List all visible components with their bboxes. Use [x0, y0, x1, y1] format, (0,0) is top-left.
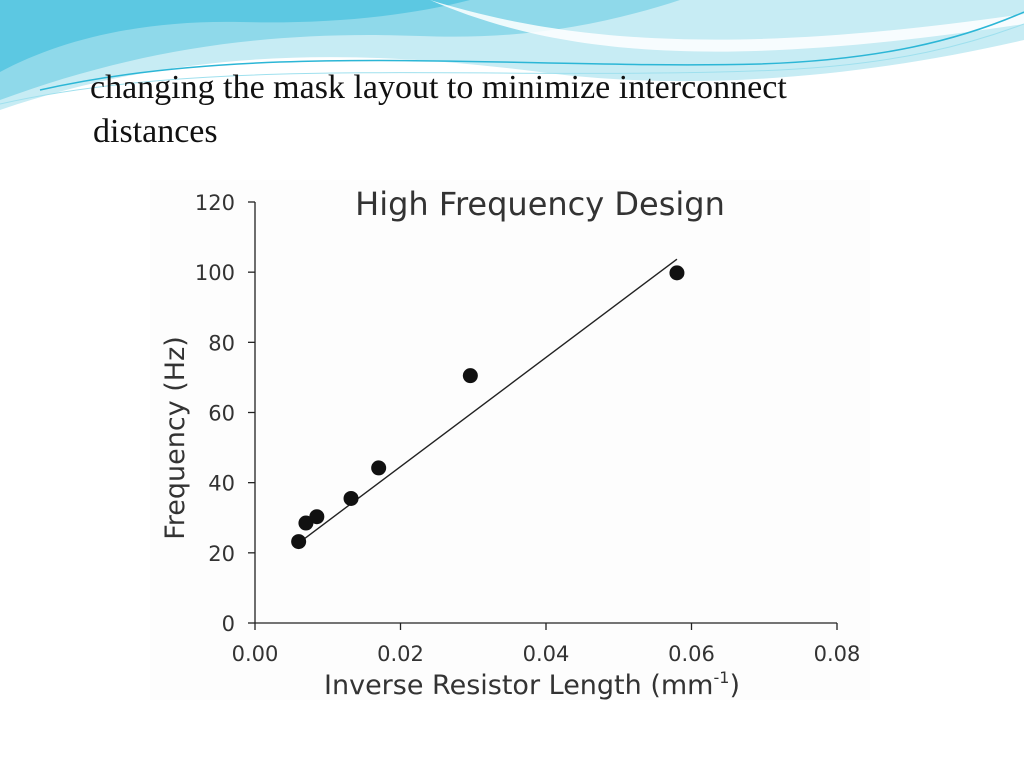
x-axis-label-superscript: -1	[713, 668, 729, 687]
y-tick-label: 100	[195, 261, 235, 285]
x-tick-label: 0.08	[814, 642, 861, 666]
chart-panel: High Frequency Design 0 20 40 60 80 100 120 0.0…	[150, 180, 870, 700]
data-point	[343, 490, 359, 506]
slide-title-line-2: distances	[93, 113, 218, 150]
y-tick-label: 40	[208, 472, 235, 496]
x-axis-label: Inverse Resistor Length (mm-1)	[324, 668, 740, 700]
data-point	[462, 368, 478, 384]
data-point	[291, 534, 307, 550]
x-axis-label-suffix: )	[729, 670, 740, 700]
trendline	[298, 258, 678, 544]
y-axis-label: Frequency (Hz)	[160, 336, 191, 540]
data-point	[371, 460, 387, 476]
x-tick-label: 0.00	[232, 642, 279, 666]
wave-dark-band	[0, 0, 470, 72]
scatter-chart: High Frequency Design 0 20 40 60 80 100 120 0.0…	[160, 185, 860, 700]
chart-points	[291, 265, 685, 550]
chart-axes	[254, 202, 837, 624]
data-point	[669, 265, 685, 281]
y-tick-label: 120	[195, 191, 235, 215]
x-tick-label: 0.02	[377, 642, 424, 666]
y-tick-label: 20	[208, 542, 235, 566]
chart-title: High Frequency Design	[355, 185, 725, 223]
chart-ticks: 0 20 40 60 80 100 120 0.00 0.02 0.04 0.06 0.08	[195, 191, 860, 666]
slide-title: changing the mask layout to minimize int…	[90, 66, 950, 154]
data-point	[309, 509, 325, 525]
data-point	[298, 515, 314, 531]
y-tick-label: 0	[222, 612, 235, 636]
wave-accent-line	[39, 11, 1024, 91]
y-tick-label: 60	[208, 402, 235, 426]
chart-trendline-group	[298, 258, 678, 544]
x-axis-label-main: Inverse Resistor Length (mm	[324, 670, 713, 700]
x-tick-label: 0.06	[668, 642, 715, 666]
wave-white-streak	[430, 0, 1024, 52]
wave-accent-line-2	[0, 23, 1024, 105]
slide-title-line-1: changing the mask layout to minimize int…	[90, 69, 787, 106]
x-tick-label: 0.04	[523, 642, 570, 666]
y-tick-label: 80	[208, 331, 235, 355]
decorative-wave-banner	[0, 0, 1024, 110]
